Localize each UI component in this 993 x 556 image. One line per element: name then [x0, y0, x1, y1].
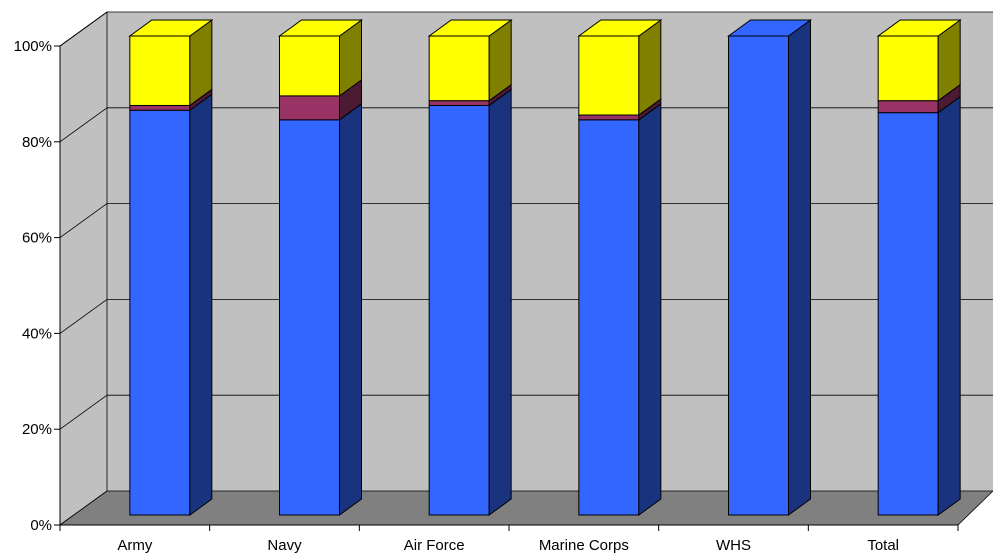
bar-segment	[428, 35, 490, 102]
bar-segment-side	[339, 102, 362, 516]
category-label: Navy	[267, 537, 302, 554]
category-label: WHS	[716, 537, 751, 554]
y-tick-label: 60%	[22, 230, 52, 247]
category-label: Army	[117, 537, 152, 554]
category-label: Air Force	[404, 537, 465, 554]
bar-segment-side	[788, 19, 811, 516]
bar-top	[726, 19, 813, 37]
bar-segment-side	[937, 95, 961, 516]
bar-segment	[877, 35, 939, 102]
gridline-side	[59, 107, 108, 143]
bar-segment	[877, 112, 939, 516]
bar-segment	[279, 95, 340, 121]
bar-segment	[877, 100, 939, 114]
bars	[128, 19, 962, 516]
bar-segment	[578, 114, 640, 121]
bar-segment	[129, 104, 191, 111]
bar-segment	[129, 35, 191, 106]
category-label: Total	[867, 537, 899, 554]
bar-segment	[728, 35, 789, 516]
gridline-side	[59, 299, 108, 334]
y-tick-label: 20%	[22, 421, 52, 438]
bar-segment	[279, 35, 340, 97]
bar-top	[577, 19, 663, 37]
bar-top	[128, 19, 214, 37]
bar-segment-side	[638, 102, 662, 516]
bar-segment-side	[189, 93, 213, 516]
bar-stack-total	[876, 19, 962, 516]
bar-segment	[578, 119, 640, 516]
gridline-side	[59, 11, 108, 47]
bar-top	[277, 19, 364, 37]
bar-segment	[578, 35, 640, 116]
back-wall	[107, 12, 993, 491]
bar-stack-whs	[726, 19, 813, 516]
bar-segment	[279, 119, 340, 516]
bar-segment	[428, 100, 490, 106]
bar-segment	[428, 104, 490, 516]
bar-segment	[129, 109, 191, 516]
x-axis: Army Navy Air Force Marine Corps WHS Total	[59, 524, 959, 554]
category-label: Marine Corps	[539, 537, 629, 554]
y-tick-label: 80%	[22, 134, 52, 151]
gridline-side	[59, 203, 108, 238]
bar-segment-side	[638, 19, 662, 117]
bar-top	[427, 19, 513, 37]
bar-stack-army	[128, 19, 214, 516]
gridline-side	[59, 394, 108, 430]
gridlines	[59, 11, 993, 430]
side-wall	[59, 11, 108, 526]
bar-segment-side	[488, 88, 512, 516]
bar-stack-marine-corps	[577, 19, 663, 516]
y-tick-label: 0%	[30, 517, 52, 534]
bar-top	[876, 19, 962, 37]
bar-stack-air-force	[427, 19, 513, 516]
bar-stack-navy	[277, 19, 364, 516]
y-axis: 0% 20% 40% 60% 80% 100%	[14, 38, 61, 534]
y-tick-label: 100%	[14, 38, 52, 55]
y-tick-label: 40%	[22, 325, 52, 342]
